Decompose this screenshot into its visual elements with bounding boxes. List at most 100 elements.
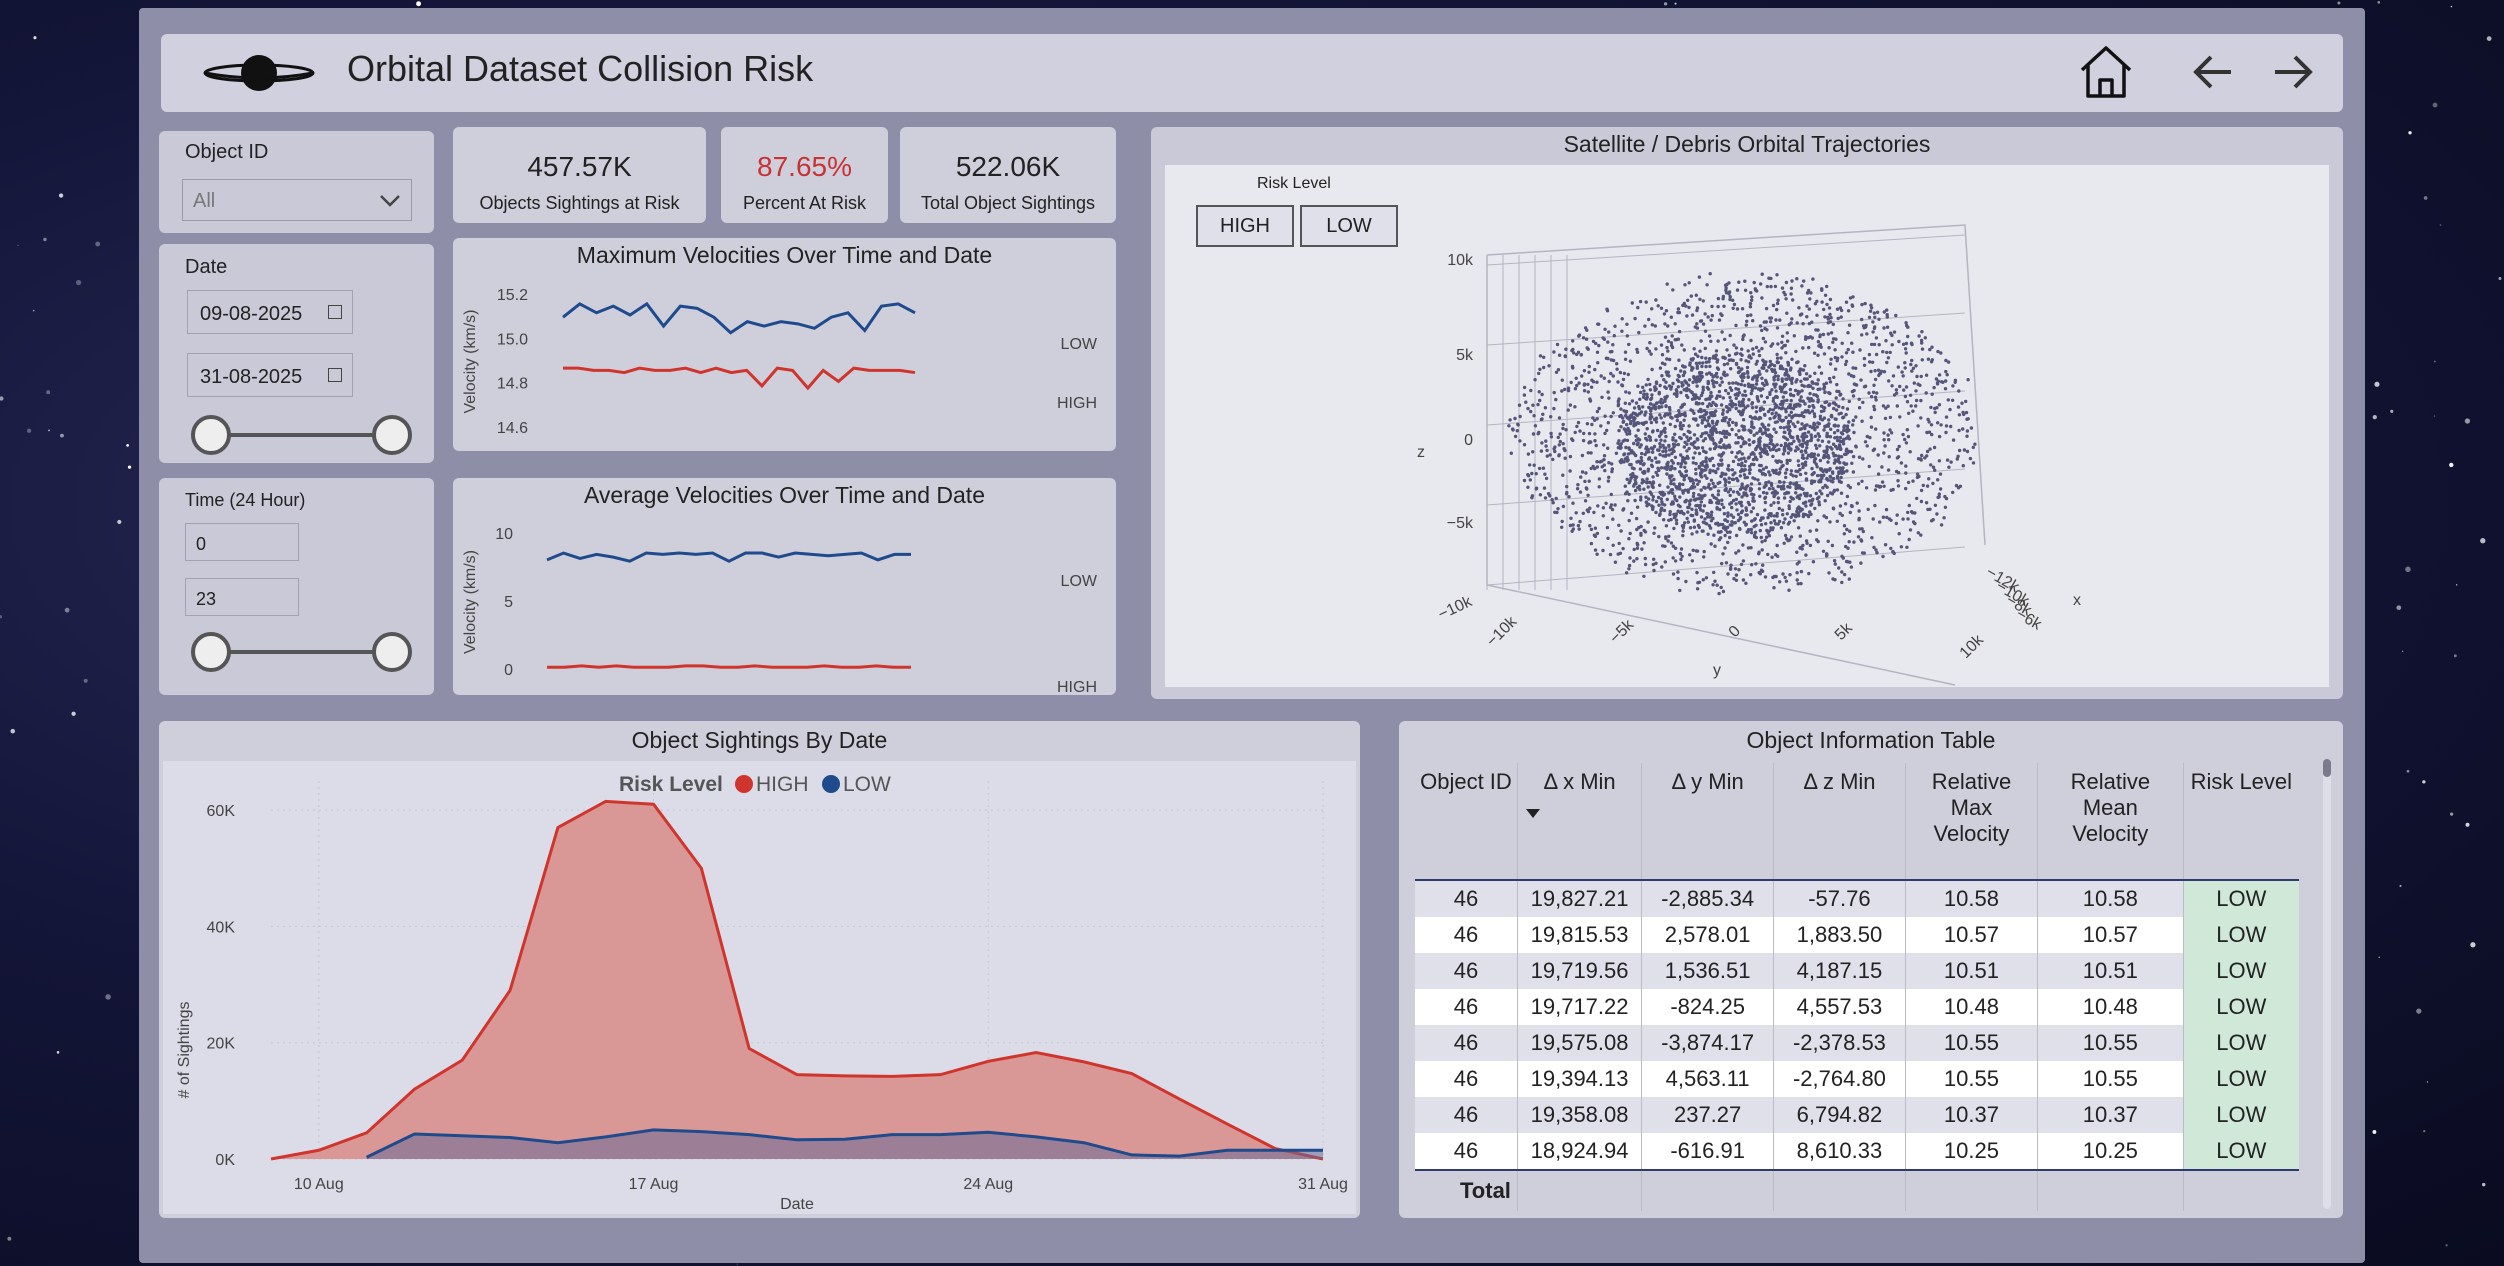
table-scrollbar[interactable] [2323,759,2331,1209]
table-row[interactable]: 46 18,924.94 -616.91 8,610.33 10.25 10.25 LOW [1415,1133,2299,1170]
trajectory-point [1670,451,1674,456]
trajectory-point [1818,478,1822,482]
trajectory-point [1636,543,1640,547]
back-arrow-icon[interactable] [2191,52,2235,92]
trajectory-point [1700,364,1704,369]
column-header[interactable]: Δ x Min [1517,763,1643,881]
trajectory-point [1702,485,1706,490]
trajectory-point [1646,377,1650,382]
time-slider-start-handle[interactable] [191,632,231,672]
trajectory-point [1730,468,1735,472]
trajectory-point [1722,370,1726,374]
trajectory-point [1541,466,1546,470]
risk-low-button[interactable]: LOW [1300,205,1398,247]
table-row[interactable]: 46 19,575.08 -3,874.17 -2,378.53 10.55 10.55 L… [1415,1025,2299,1061]
trajectory-point [1693,498,1697,502]
trajectory-point [1750,422,1754,426]
start-date-input[interactable]: 09-08-2025 [187,290,353,334]
trajectory-point [1745,365,1750,370]
trajectory-point [1816,539,1820,544]
trajectory-point [1842,461,1846,465]
trajectory-point [1734,497,1738,502]
risk-high-button[interactable]: HIGH [1196,205,1294,247]
table-row[interactable]: 46 19,815.53 2,578.01 1,883.50 10.57 10.57 LOW [1415,917,2299,953]
series-label-low: LOW [1061,573,1098,590]
trajectory-point [1593,439,1597,443]
trajectory-point [1573,387,1578,391]
trajectory-point [1814,528,1819,532]
calendar-icon[interactable] [328,305,342,319]
trajectory-point [1932,445,1937,450]
trajectory-point [1770,388,1774,392]
trajectory-point [1734,441,1738,445]
trajectory-point [1787,428,1792,433]
trajectory-point [1794,469,1798,473]
table-row[interactable]: 46 19,358.08 237.27 6,794.82 10.37 10.37 LOW [1415,1097,2299,1133]
end-date-input[interactable]: 31-08-2025 [187,353,353,397]
column-header[interactable]: Relative Max Velocity [1905,763,2039,881]
column-header[interactable]: Δ z Min [1773,763,1906,881]
trajectory-point [1722,429,1726,433]
trajectory-point [1826,478,1830,482]
time-slider-end-handle[interactable] [372,632,412,672]
scrollbar-thumb[interactable] [2323,759,2331,777]
trajectory-point [1851,423,1855,427]
trajectory-point [1792,439,1796,443]
trajectory-point [1746,360,1751,364]
trajectory-point [1606,356,1610,361]
trajectory-point [1934,377,1939,381]
trajectory-point [1949,424,1953,429]
trajectory-point [1679,557,1683,562]
table-row[interactable]: 46 19,719.56 1,536.51 4,187.15 10.51 10.51 LOW [1415,953,2299,989]
y-axis-label: Velocity (km/s) [462,550,479,654]
trajectory-point [1868,435,1872,440]
x-tick-label: 10 Aug [294,1176,344,1193]
column-header[interactable]: Relative Mean Velocity [2037,763,2184,881]
calendar-icon[interactable] [328,368,342,382]
sort-descending-icon[interactable] [1525,809,1540,818]
trajectory-point [1825,302,1829,307]
trajectory-point [1839,431,1844,435]
trajectory-point [1760,381,1765,386]
time-start-input[interactable]: 0 [185,523,299,561]
trajectory-point [1586,390,1590,394]
column-header[interactable]: Risk Level [2183,763,2299,881]
trajectory-point [1657,513,1662,517]
table-row[interactable]: 46 19,394.13 4,563.11 -2,764.80 10.55 10.55 LO… [1415,1061,2299,1097]
table-row[interactable]: 46 19,717.22 -824.25 4,557.53 10.48 10.48 LOW [1415,989,2299,1025]
trajectory-point [1767,470,1771,474]
table-cell: 46 [1415,1025,1518,1061]
trajectory-point [1739,352,1743,356]
star [127,465,132,469]
object-id-dropdown[interactable]: All [182,179,412,221]
trajectory-point [1966,417,1970,421]
column-header[interactable]: Δ y Min [1641,763,1775,881]
time-end-input[interactable]: 23 [185,578,299,616]
trajectory-point [1774,389,1778,393]
trajectory-point [1854,383,1859,387]
trajectory-point [1847,449,1851,454]
trajectory-point [1516,422,1520,426]
date-slider-end-handle[interactable] [372,415,412,455]
trajectory-point [1654,561,1658,565]
trajectory-point [1552,350,1556,354]
trajectory-point [1750,298,1754,302]
table-row[interactable]: 46 19,827.21 -2,885.34 -57.76 10.58 10.58 LOW [1415,880,2299,917]
forward-arrow-icon[interactable] [2271,52,2315,92]
trajectory-point [1627,537,1631,541]
trajectory-point [1712,533,1716,537]
trajectory-point [1781,452,1786,456]
trajectory-point [1650,450,1655,454]
trajectory-point [1703,474,1707,478]
chevron-down-icon [380,195,400,207]
date-slider-start-handle[interactable] [191,415,231,455]
column-header[interactable]: Object ID [1415,763,1518,881]
trajectory-point [1645,438,1649,442]
trajectory-point [1828,435,1833,439]
trajectory-point [1605,525,1610,530]
trajectory-point [1815,313,1819,317]
home-icon[interactable] [2076,42,2136,102]
trajectory-point [1637,404,1641,409]
trajectory-point [1908,450,1912,454]
trajectory-point [1654,499,1659,504]
